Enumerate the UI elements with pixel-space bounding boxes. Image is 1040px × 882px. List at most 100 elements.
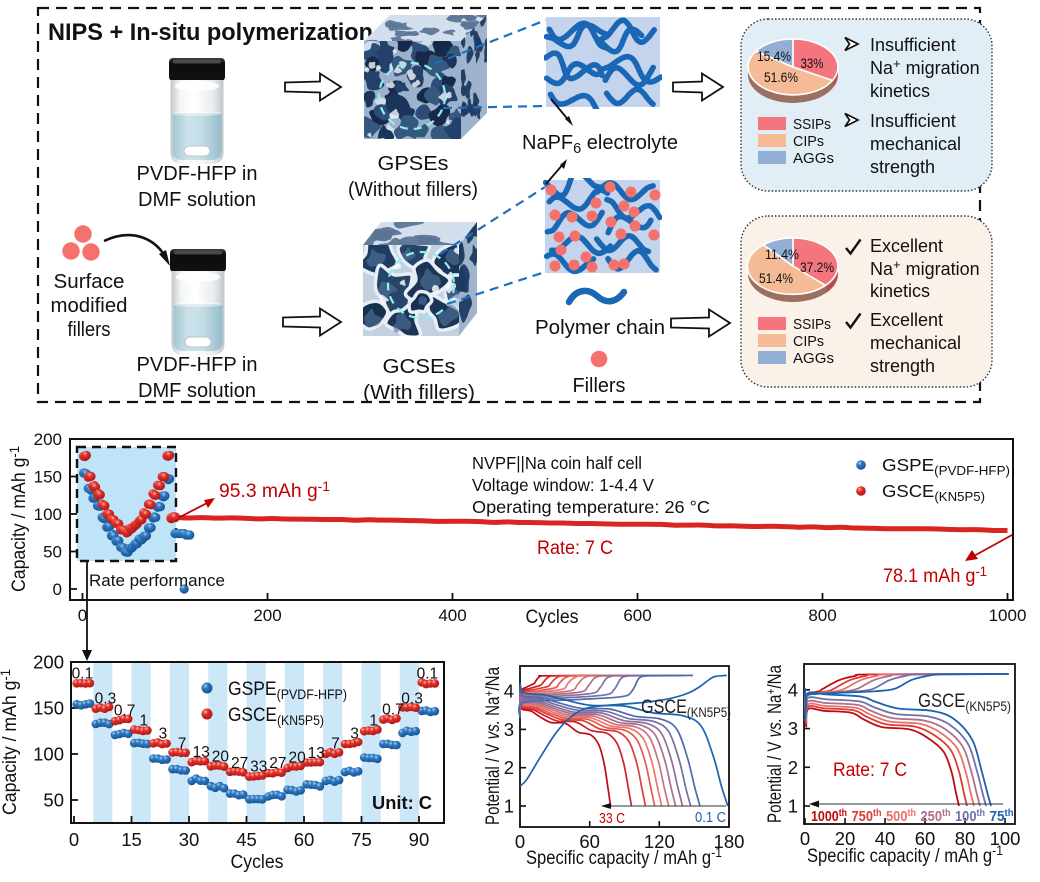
svg-text:13: 13 [308,745,325,762]
svg-text:Cycles: Cycles [526,607,579,628]
svg-text:Specific capacity / mAh g-1: Specific capacity / mAh g-1 [807,842,1003,867]
svg-text:1000th: 1000th [811,807,847,825]
svg-text:PVDF-HFP in: PVDF-HFP in [137,163,258,185]
svg-text:180: 180 [714,831,745,852]
svg-text:0: 0 [515,831,525,852]
svg-text:7: 7 [331,736,340,753]
svg-text:Voltage window: 1-4.4 V: Voltage window: 1-4.4 V [472,475,654,495]
svg-text:NaPF6 electrolyte: NaPF6 electrolyte [522,132,678,157]
svg-text:Capacity / mAh g-1: Capacity / mAh g-1 [0,669,21,815]
svg-text:800: 800 [808,606,836,625]
svg-text:200: 200 [253,606,281,625]
svg-text:7: 7 [178,736,187,753]
svg-text:kinetics: kinetics [870,81,930,101]
svg-text:Cycles: Cycles [231,852,284,873]
svg-text:15.4%: 15.4% [757,48,791,64]
svg-text:100: 100 [34,505,62,524]
svg-text:(Without fillers): (Without fillers) [348,179,478,201]
svg-text:Na+ migration: Na+ migration [870,257,980,279]
svg-text:Unit: C: Unit: C [372,793,432,813]
svg-text:200: 200 [34,430,62,449]
svg-text:95.3 mAh g-1: 95.3 mAh g-1 [219,478,330,502]
svg-text:40: 40 [875,828,896,849]
svg-text:(With fillers): (With fillers) [363,382,475,404]
svg-text:NIPS + In-situ polymerization: NIPS + In-situ polymerization [48,19,373,46]
svg-text:0: 0 [69,829,79,850]
svg-text:Potential / V vs. Na+/Na: Potential / V vs. Na+/Na [481,667,504,825]
svg-text:strength: strength [870,356,935,376]
svg-text:mechanical: mechanical [870,134,961,154]
svg-text:SSIPs: SSIPs [793,316,831,333]
svg-text:3: 3 [159,725,168,742]
svg-text:27: 27 [269,755,286,772]
svg-text:DMF solution: DMF solution [138,380,256,402]
svg-text:0: 0 [78,606,87,625]
svg-text:1000: 1000 [989,606,1027,625]
svg-text:Surface: Surface [54,271,125,293]
svg-text:2: 2 [504,757,514,778]
svg-text:51.4%: 51.4% [759,270,793,286]
svg-text:30: 30 [179,829,200,850]
svg-text:GCSEs: GCSEs [383,356,456,378]
svg-text:0: 0 [800,828,810,849]
svg-text:Excellent: Excellent [870,236,943,256]
svg-text:78.1 mAh g-1: 78.1 mAh g-1 [883,563,987,587]
svg-text:20: 20 [835,828,856,849]
svg-text:0.1: 0.1 [417,666,439,683]
svg-text:0.7: 0.7 [382,702,404,719]
svg-text:fillers: fillers [68,319,111,341]
svg-text:45: 45 [236,829,257,850]
svg-text:CIPs: CIPs [793,333,824,350]
svg-text:4: 4 [788,679,798,700]
svg-text:Fillers: Fillers [573,375,626,397]
svg-text:1: 1 [504,796,514,817]
svg-text:150: 150 [33,698,64,719]
svg-text:modified: modified [51,295,128,317]
svg-text:50: 50 [43,543,62,562]
svg-text:CIPs: CIPs [793,133,824,150]
svg-text:kinetics: kinetics [870,281,930,301]
svg-text:0.7: 0.7 [114,702,136,719]
svg-text:Capacity / mAh g-1: Capacity / mAh g-1 [6,446,30,592]
svg-text:100: 100 [990,828,1021,849]
svg-text:NVPF||Na coin half cell: NVPF||Na coin half cell [472,453,642,473]
svg-text:0: 0 [53,580,62,599]
svg-text:1: 1 [369,713,378,730]
svg-text:60: 60 [579,831,600,852]
svg-text:Insufficient: Insufficient [870,35,956,55]
svg-text:200: 200 [33,652,64,673]
svg-text:0.1 C: 0.1 C [695,809,726,826]
svg-text:33 C: 33 C [599,810,625,827]
svg-text:100: 100 [33,744,64,765]
svg-text:0.1: 0.1 [72,666,94,683]
svg-text:60: 60 [915,828,936,849]
svg-text:11.4%: 11.4% [765,246,799,262]
svg-text:90: 90 [409,829,430,850]
svg-text:27: 27 [231,755,248,772]
svg-text:Insufficient: Insufficient [870,111,956,131]
svg-text:strength: strength [870,157,935,177]
svg-text:0.3: 0.3 [95,691,117,708]
svg-text:3: 3 [504,719,514,740]
svg-text:37.2%: 37.2% [800,259,834,275]
svg-text:Potential / V vs. Na+/Na: Potential / V vs. Na+/Na [763,665,786,823]
svg-text:AGGs: AGGs [793,150,834,167]
svg-text:Excellent: Excellent [870,310,943,330]
svg-text:GPSEs: GPSEs [378,153,449,175]
svg-text:33%: 33% [801,55,824,71]
svg-text:50: 50 [43,790,64,811]
svg-text:60: 60 [294,829,315,850]
svg-text:150: 150 [34,468,62,487]
svg-text:51.6%: 51.6% [764,69,798,85]
svg-text:20: 20 [212,748,230,765]
svg-text:1: 1 [788,796,798,817]
svg-text:3: 3 [788,718,798,739]
svg-text:Rate: 7 C: Rate: 7 C [833,760,907,781]
svg-text:Na+ migration: Na+ migration [870,56,980,78]
svg-text:Rate performance: Rate performance [89,571,225,590]
svg-text:120: 120 [644,831,675,852]
svg-text:2: 2 [788,757,798,778]
svg-text:Polymer chain: Polymer chain [535,317,665,339]
svg-text:DMF solution: DMF solution [138,189,256,211]
svg-text:13: 13 [193,744,210,761]
